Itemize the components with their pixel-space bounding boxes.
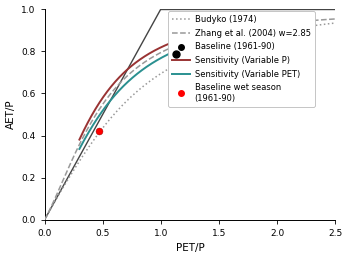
Y-axis label: AET/P: AET/P xyxy=(6,100,16,129)
X-axis label: PET/P: PET/P xyxy=(175,243,204,254)
Legend: Budyko (1974), Zhang et al. (2004) w=2.85, Baseline (1961-90), Sensitivity (Vari: Budyko (1974), Zhang et al. (2004) w=2.8… xyxy=(168,11,315,107)
